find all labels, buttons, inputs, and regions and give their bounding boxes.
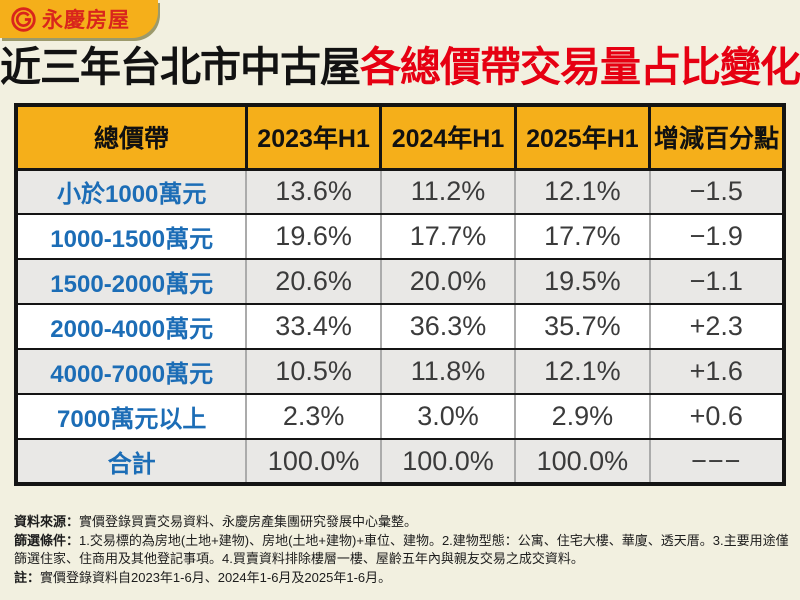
cell-2025h1: 35.7% [514,303,651,350]
cell-2025h1: 2.9% [514,393,651,440]
col-header-2023h1: 2023年H1 [244,103,383,171]
cell-2025h1: 19.5% [514,258,651,305]
col-header-2025h1: 2025年H1 [513,103,652,171]
cell-change: +2.3 [648,303,786,350]
row-label-total: 合計 [14,438,248,485]
row-label: 4000-7000萬元 [14,348,248,395]
footnotes: 資料來源：實價登錄買賣交易資料、永慶房產集團研究發展中心彙整。 篩選條件：1.交… [14,513,792,589]
footnote-note-text: 實價登錄資料自2023年1-6月、2024年1-6月及2025年1-6月。 [40,570,392,586]
table-row: 1500-2000萬元 20.6% 20.0% 19.5% −1.1 [14,258,786,305]
cell-2024h1: 11.8% [379,348,517,395]
footnote-note-label: 註： [14,570,41,586]
row-label: 7000萬元以上 [14,393,248,440]
title-prefix: 近三年 [0,44,121,90]
brand-tab: 永慶房屋 [0,0,158,38]
cell-change: +0.6 [648,393,786,440]
cell-2025h1: 12.1% [514,168,651,215]
cell-change: −1.9 [648,213,786,260]
yungching-logo-icon [10,6,37,33]
cell-2023h1: 10.5% [245,348,382,395]
row-label: 小於1000萬元 [14,168,248,215]
table-row: 7000萬元以上 2.3% 3.0% 2.9% +0.6 [14,393,786,440]
col-header-2024h1: 2024年H1 [379,103,517,171]
table-row: 4000-7000萬元 10.5% 11.8% 12.1% +1.6 [14,348,786,395]
cell-2023h1: 20.6% [245,258,382,305]
cell-2023h1: 2.3% [245,393,382,440]
footnote-criteria-text: 1.交易標的為房地(土地+建物)、房地(土地+建物)+車位、建物。2.建物型態：… [14,533,789,566]
row-label: 1500-2000萬元 [14,258,248,305]
footnote-criteria: 篩選條件：1.交易標的為房地(土地+建物)、房地(土地+建物)+車位、建物。2.… [14,532,792,567]
table-row: 2000-4000萬元 33.4% 36.3% 35.7% +2.3 [14,303,786,350]
cell-2024h1: 11.2% [379,168,517,215]
cell-2025h1: 100.0% [514,438,651,485]
page-title: 近三年台北市中古屋各總價帶交易量占比變化 [0,42,800,93]
col-header-price-band: 總價帶 [14,103,248,171]
title-subject: 台北市中古屋 [120,44,361,90]
cell-2025h1: 12.1% [514,348,651,395]
table-header-row: 總價帶 2023年H1 2024年H1 2025年H1 增減百分點 [14,103,786,171]
table-row-total: 合計 100.0% 100.0% 100.0% −−− [14,438,786,485]
footnote-source: 資料來源：實價登錄買賣交易資料、永慶房產集團研究發展中心彙整。 [14,513,792,530]
cell-2025h1: 17.7% [514,213,651,260]
price-band-table: 總價帶 2023年H1 2024年H1 2025年H1 增減百分點 小於1000… [14,103,786,486]
col-header-change: 增減百分點 [648,103,786,171]
cell-change: −−− [648,438,786,485]
cell-2024h1: 36.3% [379,303,517,350]
brand-name: 永慶房屋 [42,9,130,32]
cell-2023h1: 100.0% [245,438,382,485]
cell-2023h1: 19.6% [245,213,382,260]
footnote-source-text: 實價登錄買賣交易資料、永慶房產集團研究發展中心彙整。 [79,514,418,529]
cell-2024h1: 20.0% [379,258,517,305]
row-label: 2000-4000萬元 [14,303,248,350]
cell-2024h1: 100.0% [379,438,517,485]
cell-2023h1: 33.4% [245,303,382,350]
footnote-source-label: 資料來源： [14,514,80,529]
cell-change: −1.1 [648,258,786,305]
cell-2024h1: 17.7% [379,213,517,260]
table-row: 1000-1500萬元 19.6% 17.7% 17.7% −1.9 [14,213,786,260]
cell-change: −1.5 [648,168,786,215]
footnote-note: 註：實價登錄資料自2023年1-6月、2024年1-6月及2025年1-6月。 [14,569,792,586]
title-highlight: 各總價帶交易量占比變化 [360,44,800,90]
table-row: 小於1000萬元 13.6% 11.2% 12.1% −1.5 [14,168,786,215]
cell-2023h1: 13.6% [245,168,382,215]
cell-change: +1.6 [648,348,786,395]
cell-2024h1: 3.0% [379,393,517,440]
row-label: 1000-1500萬元 [14,213,248,260]
footnote-criteria-label: 篩選條件： [14,533,80,549]
